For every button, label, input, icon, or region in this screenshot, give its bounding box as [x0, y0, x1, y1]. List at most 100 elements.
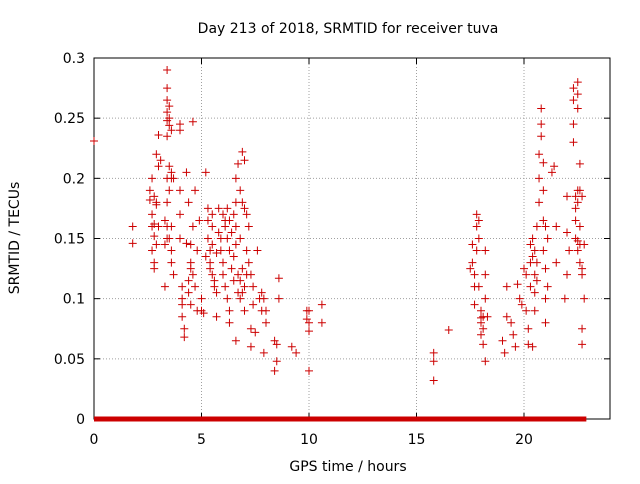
data-point [163, 96, 172, 105]
data-point [569, 96, 578, 105]
data-point [238, 264, 247, 273]
data-point [219, 270, 227, 279]
y-tick-label: 0.1 [63, 292, 85, 308]
data-point [539, 158, 548, 167]
data-point [169, 270, 178, 279]
data-point [578, 270, 587, 279]
data-point [128, 222, 137, 231]
y-tick-label: 0.3 [63, 51, 85, 67]
data-point [537, 104, 546, 113]
data-point [507, 318, 516, 327]
data-point [429, 357, 438, 366]
data-point [515, 294, 524, 303]
data-point [563, 228, 571, 237]
data-point [191, 186, 200, 195]
data-point [530, 306, 539, 315]
data-point [509, 330, 518, 339]
data-point [552, 258, 561, 267]
data-point [152, 198, 161, 207]
data-point [550, 162, 559, 171]
data-point [216, 246, 225, 255]
data-point [236, 276, 245, 285]
data-point [236, 186, 245, 195]
x-tick-label: 10 [300, 432, 318, 448]
data-point [148, 174, 157, 183]
data-point [240, 156, 249, 165]
data-point [178, 300, 187, 309]
data-point [524, 324, 533, 333]
data-point [272, 357, 281, 366]
data-point [246, 324, 255, 333]
data-point [242, 210, 251, 219]
data-point [221, 222, 230, 231]
data-point [526, 282, 535, 291]
data-point [539, 186, 548, 195]
data-point [163, 108, 172, 117]
data-point [246, 270, 255, 279]
data-point [305, 327, 313, 336]
data-point [513, 280, 522, 289]
data-point [477, 330, 485, 339]
data-point [573, 78, 582, 87]
data-point [272, 340, 281, 349]
x-axis-label: GPS time / hours [289, 459, 406, 475]
data-point [481, 357, 490, 366]
data-point [539, 216, 548, 225]
data-point [225, 318, 234, 327]
data-point [578, 192, 587, 201]
data-point [231, 174, 240, 183]
data-point [178, 282, 187, 291]
data-point [541, 264, 550, 273]
data-point [571, 216, 580, 225]
data-point [246, 342, 255, 351]
data-point [244, 222, 253, 231]
data-point [206, 264, 215, 273]
data-point [193, 246, 202, 255]
data-point [259, 348, 268, 357]
data-point [530, 288, 539, 297]
data-point [500, 348, 509, 357]
data-point [167, 126, 176, 135]
grid-layer [94, 58, 610, 419]
data-point [208, 240, 217, 249]
data-point [541, 294, 550, 303]
data-point [569, 138, 578, 147]
data-point [150, 264, 159, 273]
data-point [444, 325, 453, 334]
data-point [580, 294, 589, 303]
data-point [240, 282, 249, 291]
data-point [212, 312, 221, 321]
data-point [575, 258, 584, 267]
data-point [479, 324, 488, 333]
data-point [528, 342, 537, 351]
data-point [532, 276, 541, 285]
data-point [466, 264, 475, 273]
data-point [178, 312, 187, 321]
data-point [472, 222, 481, 231]
data-point [563, 270, 571, 279]
data-point [530, 270, 539, 279]
data-point [234, 270, 243, 279]
data-point [481, 246, 490, 255]
data-point [227, 228, 236, 237]
data-point [223, 234, 232, 243]
data-point [522, 306, 531, 315]
data-point [520, 264, 528, 273]
data-point [541, 318, 550, 327]
data-point [236, 234, 245, 243]
data-point [150, 192, 159, 201]
data-point [212, 288, 221, 297]
data-point [188, 270, 197, 279]
data-point [163, 198, 172, 207]
data-point [262, 306, 270, 315]
data-point [188, 117, 197, 126]
data-point [429, 376, 438, 385]
data-point [186, 300, 195, 309]
data-point [152, 150, 161, 159]
data-point [535, 198, 544, 207]
data-point [569, 120, 578, 129]
x-tick-label: 15 [408, 432, 426, 448]
data-point [186, 240, 195, 249]
data-point [573, 246, 582, 255]
